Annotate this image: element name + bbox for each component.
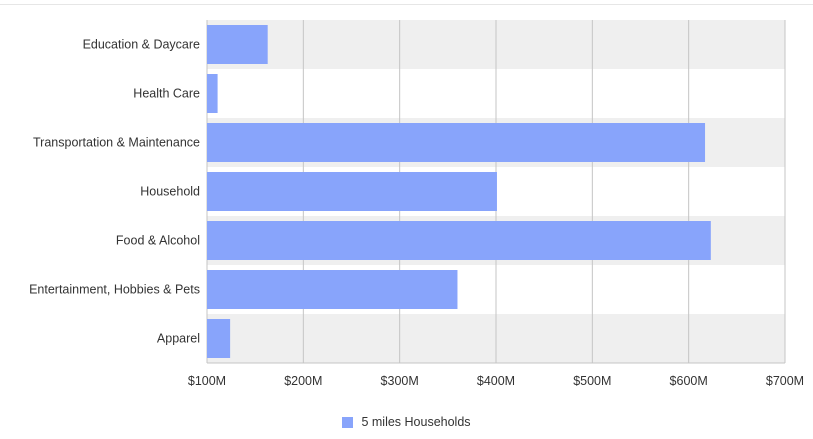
bar [207,74,218,113]
x-tick-label: $700M [766,374,804,388]
bar [207,319,231,358]
x-tick-label: $400M [477,374,515,388]
x-tick-label: $600M [670,374,708,388]
category-label: Entertainment, Hobbies & Pets [29,283,200,297]
legend-swatch [342,416,354,428]
bar [207,221,711,260]
category-label: Apparel [157,332,200,346]
category-label: Household [140,185,200,199]
bar [207,172,497,211]
bar [207,123,706,162]
category-label: Health Care [133,87,200,101]
x-tick-label: $500M [573,374,611,388]
x-tick-label: $200M [284,374,322,388]
x-axis-tick-labels: $100M $200M $300M $400M $500M $600M $700M [188,374,804,388]
bar [207,25,268,64]
x-tick-label: $100M [188,374,226,388]
bar [207,270,458,309]
category-label: Transportation & Maintenance [33,136,200,150]
legend-label: 5 miles Households [361,415,471,429]
bars [207,25,711,358]
category-label: Food & Alcohol [116,234,200,248]
top-divider [0,4,813,5]
x-tick-label: $300M [381,374,419,388]
category-labels: Education & Daycare Health Care Transporta… [29,38,200,346]
category-label: Education & Daycare [83,38,200,52]
legend[interactable]: 5 miles Households [0,415,813,429]
